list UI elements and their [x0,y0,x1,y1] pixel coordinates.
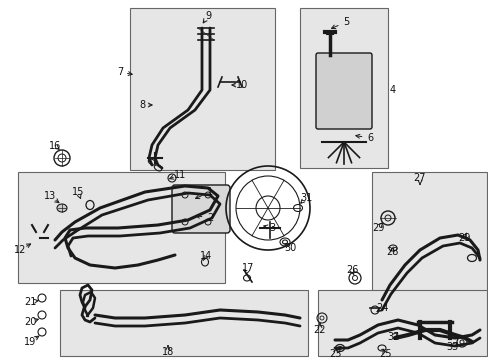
Text: 17: 17 [242,263,254,273]
Text: 20: 20 [24,317,36,327]
FancyBboxPatch shape [315,53,371,129]
Text: 29: 29 [457,233,469,243]
Text: 28: 28 [385,247,397,257]
Text: 18: 18 [162,347,174,357]
Text: 25: 25 [378,349,390,359]
Bar [317,290,486,356]
Text: 3: 3 [268,223,274,233]
Text: 24: 24 [375,303,387,313]
Text: 1: 1 [206,187,213,197]
Text: 22: 22 [313,325,325,335]
Text: 6: 6 [366,133,372,143]
Text: 2: 2 [206,213,213,223]
Bar [60,290,307,356]
Text: 23: 23 [328,349,341,359]
Text: 12: 12 [14,245,26,255]
Text: 21: 21 [24,297,36,307]
Text: 7: 7 [117,67,123,77]
Text: 15: 15 [72,187,84,197]
Text: 32: 32 [386,332,398,342]
Bar [299,8,387,168]
Ellipse shape [57,204,67,212]
FancyBboxPatch shape [172,185,229,233]
Text: 8: 8 [139,100,145,110]
Text: 19: 19 [24,337,36,347]
Bar [130,8,274,170]
Text: 33: 33 [445,342,457,352]
Text: 29: 29 [371,223,384,233]
Text: 11: 11 [174,170,186,180]
Text: 31: 31 [299,193,311,203]
Text: 26: 26 [345,265,357,275]
Text: 16: 16 [49,141,61,151]
Bar [18,172,224,283]
Text: 13: 13 [44,191,56,201]
Text: 30: 30 [284,243,296,253]
Text: 5: 5 [342,17,348,27]
Text: 9: 9 [204,11,211,21]
Bar [371,172,486,305]
Text: 14: 14 [200,251,212,261]
Text: 10: 10 [235,80,247,90]
Text: 4: 4 [389,85,395,95]
Text: 27: 27 [413,173,426,183]
